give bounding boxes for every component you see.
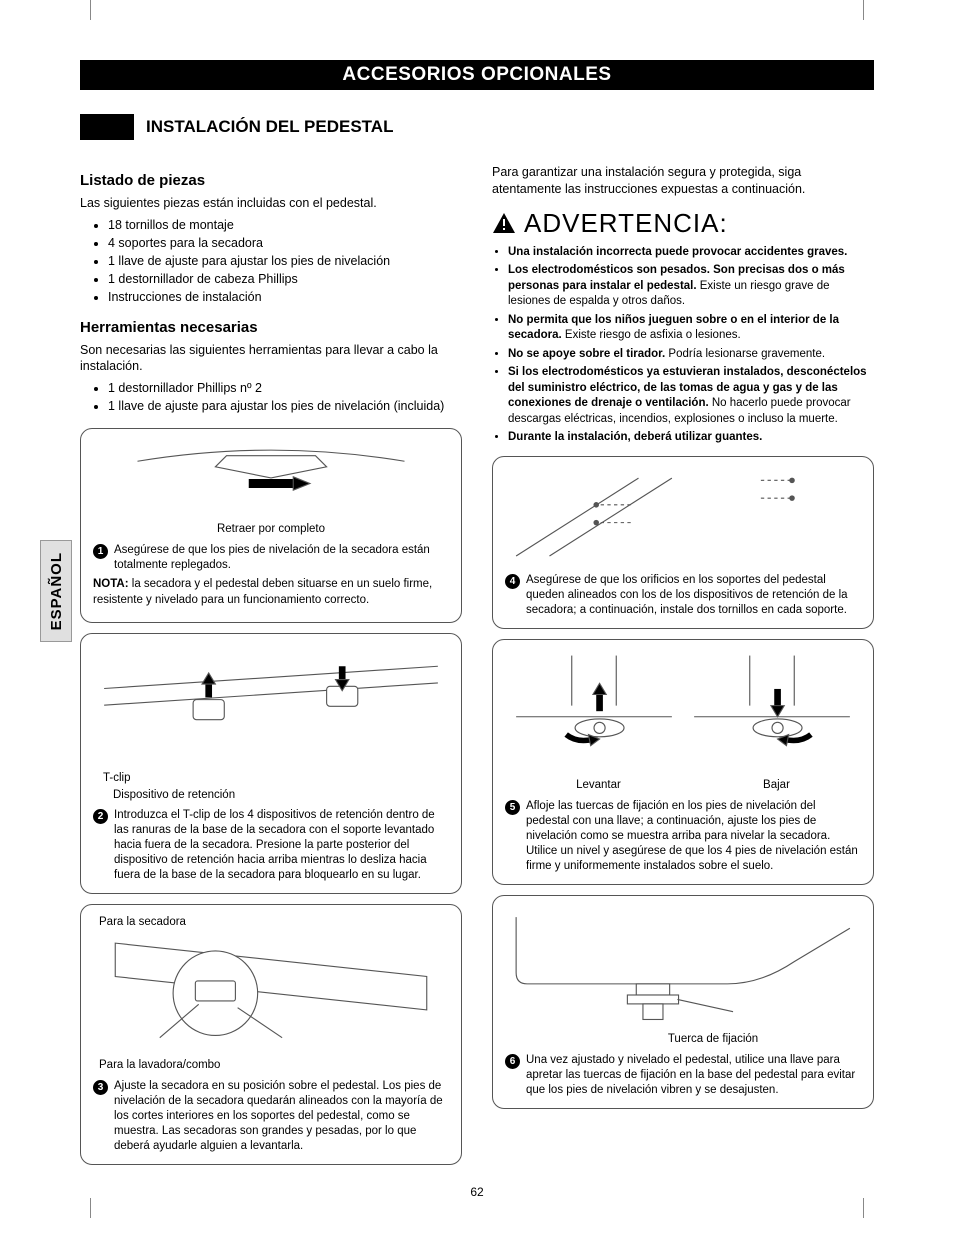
parts-item: 1 llave de ajuste para ajustar los pies … (108, 252, 462, 270)
parts-intro: Las siguientes piezas están incluidas co… (80, 195, 462, 212)
right-column: Para garantizar una instalación segura y… (492, 160, 874, 1175)
tools-item: 1 destornillador Phillips nº 2 (108, 379, 462, 397)
step-1-illustration (93, 439, 449, 517)
warning-item: Si los electrodomésticos ya estuvieran i… (508, 365, 874, 427)
step-5-label-b: Bajar (763, 778, 790, 793)
parts-heading: Listado de piezas (80, 172, 462, 189)
step-number-icon: 1 (93, 544, 108, 559)
section-marker (80, 114, 134, 140)
step-5-text: Afloje las tuercas de fijación en los pi… (526, 799, 861, 874)
step-number-icon: 2 (93, 809, 108, 824)
warning-list: Una instalación incorrecta puede provoca… (492, 245, 874, 446)
step-4: 4 Asegúrese de que los orificios en los … (492, 456, 874, 629)
page: ESPAÑOL ACCESORIOS OPCIONALES INSTALACIÓ… (0, 0, 954, 1239)
left-column: Listado de piezas Las siguientes piezas … (80, 160, 462, 1175)
step-4-illustration (505, 467, 861, 567)
nota-label: NOTA: (93, 578, 129, 590)
step-3: Para la secadora Para la lavadora/combo … (80, 904, 462, 1165)
step-number-icon: 5 (505, 800, 520, 815)
step-1-text: Asegúrese de que los pies de nivelación … (114, 543, 449, 573)
parts-item: 4 soportes para la secadora (108, 234, 462, 252)
step-2-label-a: T-clip (103, 771, 449, 786)
tools-item: 1 llave de ajuste para ajustar los pies … (108, 397, 462, 415)
section-title: INSTALACIÓN DEL PEDESTAL (146, 117, 393, 137)
warning-item: No se apoye sobre el tirador. Podría les… (508, 347, 874, 363)
language-tab: ESPAÑOL (40, 540, 72, 642)
warning-item: Durante la instalación, deberá utilizar … (508, 430, 874, 446)
step-1-nota: la secadora y el pedestal deben situarse… (93, 578, 432, 606)
step-4-text: Asegúrese de que los orificios en los so… (526, 573, 861, 618)
step-2-text: Introduzca el T-clip de los 4 dispositiv… (114, 808, 449, 883)
section-header: INSTALACIÓN DEL PEDESTAL (80, 114, 874, 140)
step-5-label-a: Levantar (576, 778, 621, 793)
step-3-illustration (93, 932, 449, 1054)
step-3-label-b: Para la lavadora/combo (99, 1058, 449, 1073)
step-5-illustration (505, 650, 861, 772)
step-6-illustration (505, 906, 861, 1028)
step-2-label-b: Dispositivo de retención (113, 788, 449, 803)
step-2: T-clip Dispositivo de retención 2 Introd… (80, 633, 462, 894)
tools-list: 1 destornillador Phillips nº 2 1 llave d… (80, 379, 462, 415)
step-1-label: Retraer por completo (93, 522, 449, 537)
tools-intro: Son necesarias las siguientes herramient… (80, 342, 462, 376)
page-number: 62 (80, 1185, 874, 1199)
step-3-label-a: Para la secadora (99, 915, 449, 930)
warning-heading: ADVERTENCIA: (492, 208, 874, 239)
step-number-icon: 3 (93, 1080, 108, 1095)
tools-heading: Herramientas necesarias (80, 319, 462, 336)
step-6-text: Una vez ajustado y nivelado el pedestal,… (526, 1053, 861, 1098)
step-number-icon: 6 (505, 1054, 520, 1069)
warning-icon (492, 212, 516, 234)
warning-item: Los electrodomésticos son pesados. Son p… (508, 263, 874, 310)
parts-item: 1 destornillador de cabeza Phillips (108, 270, 462, 288)
parts-list: 18 tornillos de montaje 4 soportes para … (80, 216, 462, 307)
step-number-icon: 4 (505, 574, 520, 589)
banner-title: ACCESORIOS OPCIONALES (80, 60, 874, 90)
step-2-illustration (93, 644, 449, 766)
safety-intro: Para garantizar una instalación segura y… (492, 164, 874, 198)
warning-item: Una instalación incorrecta puede provoca… (508, 245, 874, 261)
warning-item: No permita que los niños jueguen sobre o… (508, 313, 874, 344)
step-5: Levantar Bajar 5 Afloje las tuercas de f… (492, 639, 874, 885)
parts-item: 18 tornillos de montaje (108, 216, 462, 234)
step-6: Tuerca de fijación 6 Una vez ajustado y … (492, 895, 874, 1109)
parts-item: Instrucciones de instalación (108, 288, 462, 306)
step-3-text: Ajuste la secadora en su posición sobre … (114, 1079, 449, 1154)
language-tab-label: ESPAÑOL (48, 552, 65, 630)
step-1: Retraer por completo 1 Asegúrese de que … (80, 428, 462, 624)
warning-title: ADVERTENCIA: (524, 208, 728, 239)
step-6-label: Tuerca de fijación (565, 1032, 861, 1047)
